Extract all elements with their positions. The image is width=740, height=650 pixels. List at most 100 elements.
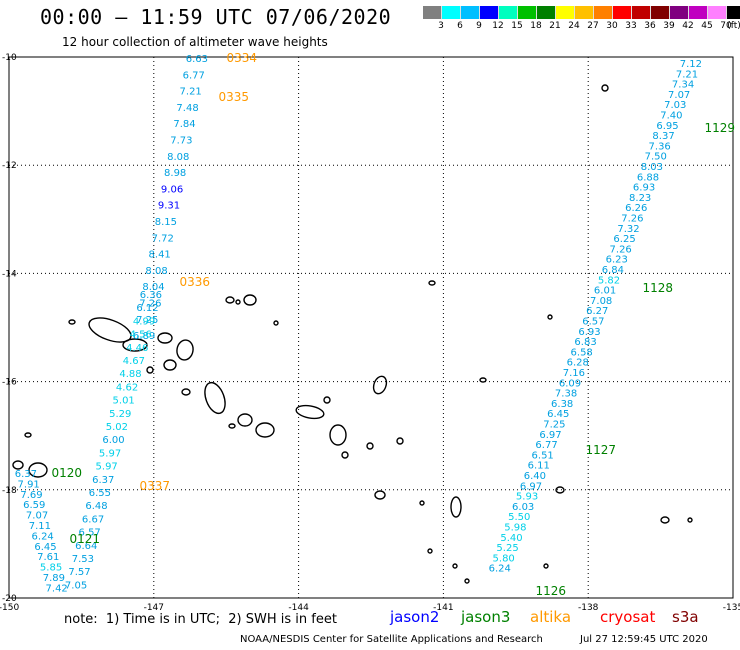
wave-value-label: 8.08: [167, 152, 189, 163]
wave-value-label: 7.89: [43, 573, 65, 584]
wave-value-label: 6.24: [32, 531, 54, 542]
wave-value-label: 6.23: [606, 255, 628, 266]
colorbar-label: 6: [457, 21, 463, 31]
wave-value-label: 6.59: [23, 500, 45, 511]
wave-value-label: 6.09: [559, 378, 581, 389]
pass-time-label: 1128: [642, 281, 673, 295]
wave-value-label: 5.50: [508, 512, 530, 523]
colorbar-label: 18: [530, 21, 542, 31]
island-outline: [228, 423, 236, 429]
colorbar-label: 42: [682, 21, 694, 31]
colorbar-unit: (ft): [727, 21, 740, 31]
wave-value-label: 7.25: [543, 420, 565, 431]
wave-value-label: 5.97: [99, 448, 121, 459]
wave-value-label: 9.06: [161, 184, 183, 195]
wave-value-label: 7.21: [676, 69, 698, 80]
colorbar-swatch: [594, 6, 613, 19]
wave-value-label: 6.37: [15, 469, 37, 480]
lat-label: -18: [2, 486, 17, 496]
island-outline: [419, 500, 425, 506]
colorbar-swatch: [556, 6, 575, 19]
wave-value-label: 6.37: [92, 475, 114, 486]
pass-time-label: 0334: [226, 51, 257, 65]
wave-value-label: 8.23: [629, 193, 651, 204]
wave-value-label: 6.64: [75, 541, 97, 552]
colorbar-label: 3: [438, 21, 444, 31]
wave-value-label: 6.24: [489, 564, 511, 575]
lat-label: -10: [2, 53, 17, 63]
pass-time-label: 1129: [704, 121, 735, 135]
wave-value-label: 6.40: [524, 471, 546, 482]
island-outline: [243, 294, 257, 306]
island-outline: [28, 462, 48, 478]
wave-value-label: 5.25: [496, 543, 518, 554]
colorbar-swatch: [575, 6, 594, 19]
wave-value-label: 7.36: [649, 141, 671, 152]
wave-value-label: 7.26: [621, 214, 643, 225]
island-outline: [146, 366, 154, 374]
wave-value-label: 4.56: [130, 330, 152, 341]
colorbar: [423, 6, 740, 20]
lat-label: -16: [2, 378, 17, 388]
legend-altika: altika: [530, 608, 572, 626]
wave-value-label: 6.88: [637, 172, 659, 183]
island-outline: [396, 437, 404, 445]
wave-value-label: 7.08: [590, 296, 612, 307]
wave-value-label: 8.15: [155, 217, 177, 228]
island-outline: [12, 460, 24, 470]
colorbar-swatch: [708, 6, 727, 19]
island-outline: [24, 432, 32, 438]
wave-value-label: 7.26: [139, 299, 161, 310]
colorbar-label: 9: [476, 21, 482, 31]
lat-label: -20: [2, 594, 17, 604]
wave-value-label: 5.98: [504, 523, 526, 534]
legend-cryosat: cryosat: [600, 608, 656, 626]
wave-value-label: 6.77: [535, 440, 557, 451]
island-outline: [428, 280, 436, 286]
map-subtitle: 12 hour collection of altimeter wave hei…: [62, 35, 328, 49]
colorbar-swatch: [670, 6, 689, 19]
wave-value-label: 7.72: [152, 233, 174, 244]
island-outline: [450, 496, 462, 518]
wave-value-label: 5.01: [113, 396, 135, 407]
wave-value-label: 6.00: [102, 435, 124, 446]
wave-value-label: 7.32: [617, 224, 639, 235]
colorbar-label: 12: [492, 21, 504, 31]
wave-value-label: 7.26: [610, 244, 632, 255]
wave-value-label: 7.42: [46, 583, 68, 594]
island-outline: [225, 296, 235, 304]
island-outline: [122, 338, 148, 352]
lon-label: -138: [578, 603, 599, 613]
wave-value-label: 6.55: [89, 488, 111, 499]
wave-value-label: 6.63: [186, 54, 208, 65]
wave-value-label: 6.67: [82, 514, 104, 525]
colorbar-label: 24: [568, 21, 580, 31]
colorbar-swatch: [632, 6, 651, 19]
colorbar-swatch: [727, 6, 740, 19]
island-outline: [68, 319, 76, 325]
wave-value-label: 6.48: [85, 501, 107, 512]
wave-value-label: 7.38: [555, 389, 577, 400]
island-outline: [341, 451, 349, 459]
wave-value-label: 4.88: [119, 369, 141, 380]
wave-value-label: 6.51: [532, 450, 554, 461]
legend-jason3: jason3: [461, 608, 511, 626]
island-outline: [235, 299, 241, 305]
wave-value-label: 7.91: [18, 479, 40, 490]
legend-s3a: s3a: [672, 608, 699, 626]
island-outline: [329, 424, 347, 446]
wave-value-label: 6.57: [79, 528, 101, 539]
island-outline: [323, 396, 331, 404]
colorbar-swatch: [461, 6, 480, 19]
island-outline: [295, 404, 325, 420]
lat-label: -14: [2, 269, 17, 279]
wave-value-label: 6.11: [528, 461, 550, 472]
colorbar-swatch: [689, 6, 708, 19]
wave-value-label: 4.62: [116, 382, 138, 393]
wave-value-label: 6.95: [656, 121, 678, 132]
wave-value-label: 8.08: [145, 266, 167, 277]
wave-value-label: 7.03: [664, 100, 686, 111]
wave-value-label: 6.03: [512, 502, 534, 513]
wave-value-label: 9.31: [158, 201, 180, 212]
wave-value-label: 6.58: [571, 347, 593, 358]
